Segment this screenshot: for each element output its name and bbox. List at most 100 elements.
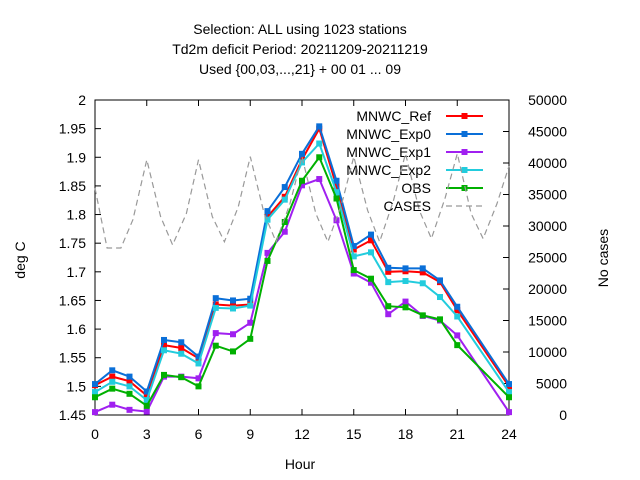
data-point [178, 344, 185, 351]
y2-tick-label: 30000 [528, 218, 567, 234]
data-point [368, 249, 374, 256]
data-point [368, 237, 374, 244]
legend-marker [461, 185, 468, 191]
plot-frame [94, 99, 510, 416]
data-point [264, 249, 271, 256]
x-tick-label: 0 [91, 426, 99, 442]
data-point [454, 332, 461, 339]
series-line [94, 153, 510, 249]
data-point [264, 257, 271, 264]
data-point [212, 301, 219, 308]
y2-tick-label: 15000 [528, 313, 567, 329]
y2-tick-label: 0 [559, 407, 567, 423]
data-point [195, 353, 202, 360]
y-tick-label: 1.5 [67, 378, 87, 394]
data-point [316, 140, 323, 147]
data-point [333, 177, 340, 184]
data-point [402, 304, 409, 311]
data-point [368, 275, 374, 282]
data-point [419, 312, 426, 319]
data-point [281, 218, 288, 225]
data-point [419, 280, 426, 287]
data-point [316, 154, 323, 161]
data-point [368, 279, 374, 286]
data-point [92, 394, 98, 401]
data-point [385, 311, 392, 318]
data-point [109, 378, 116, 385]
data-point [506, 394, 512, 401]
data-point [316, 176, 323, 183]
data-point [161, 347, 167, 354]
data-point [437, 294, 443, 301]
data-point [230, 348, 236, 355]
legend-marker [461, 167, 468, 173]
y-tick-label: 1.65 [59, 292, 86, 308]
x-tick-label: 15 [346, 426, 362, 442]
data-point [247, 302, 254, 309]
data-point [385, 264, 392, 271]
y-tick-label: 1.85 [59, 178, 86, 194]
data-point [143, 392, 150, 399]
series-line [94, 177, 510, 414]
y2-tick-label: 40000 [528, 155, 567, 171]
data-point [264, 208, 271, 215]
data-point [419, 269, 426, 276]
legend-marker [461, 149, 468, 155]
x-tick-label: 18 [398, 426, 414, 442]
data-point [126, 383, 133, 390]
data-point [402, 298, 409, 305]
legend-label: OBS [401, 180, 431, 196]
data-point [333, 217, 340, 224]
y2-tick-label: 35000 [528, 187, 567, 203]
data-point [178, 350, 185, 357]
data-point [368, 231, 374, 238]
y2-tick-label: 10000 [528, 344, 567, 360]
data-point [333, 195, 340, 202]
data-point [437, 316, 443, 323]
y-tick-label: 1.9 [67, 149, 87, 165]
x-tick-label: 6 [195, 426, 203, 442]
data-point [126, 406, 133, 413]
data-point [281, 184, 288, 191]
y-tick-label: 1.75 [59, 235, 86, 251]
series-line [94, 123, 510, 394]
y2-tick-label: 5000 [536, 376, 567, 392]
data-point [195, 360, 202, 367]
chart-title-line-1: Selection: ALL using 1023 stations [193, 21, 407, 37]
data-point [333, 189, 340, 196]
data-point [109, 401, 116, 408]
data-point [212, 295, 219, 302]
legend-label: MNWC_Exp0 [346, 126, 431, 142]
data-point [385, 279, 392, 286]
y-tick-label: 1.7 [67, 264, 87, 280]
legend-label: MNWC_Ref [356, 108, 431, 124]
data-point [247, 295, 254, 302]
data-point [454, 342, 461, 349]
data-point [212, 330, 219, 337]
data-point [350, 246, 357, 253]
data-point [350, 267, 357, 274]
legend-marker [461, 131, 468, 137]
data-point [109, 367, 116, 374]
data-point [281, 228, 288, 235]
data-point [230, 297, 236, 304]
data-point [506, 381, 512, 388]
data-point [350, 270, 357, 277]
data-point [333, 183, 340, 190]
y2-tick-label: 45000 [528, 124, 567, 140]
data-point [195, 383, 202, 390]
y-tick-label: 1.6 [67, 321, 87, 337]
data-point [299, 182, 305, 189]
data-point [109, 385, 116, 392]
data-point [212, 304, 219, 311]
data-point [109, 373, 116, 380]
data-point [419, 265, 426, 272]
data-point [161, 336, 167, 343]
data-point [143, 397, 150, 404]
data-point [454, 303, 461, 310]
data-point [126, 378, 133, 385]
chart-title-line-3: Used {00,03,...,21} + 00 01 ... 09 [199, 61, 401, 77]
y-tick-label: 1.55 [59, 350, 86, 366]
legend-label: CASES [384, 198, 431, 214]
